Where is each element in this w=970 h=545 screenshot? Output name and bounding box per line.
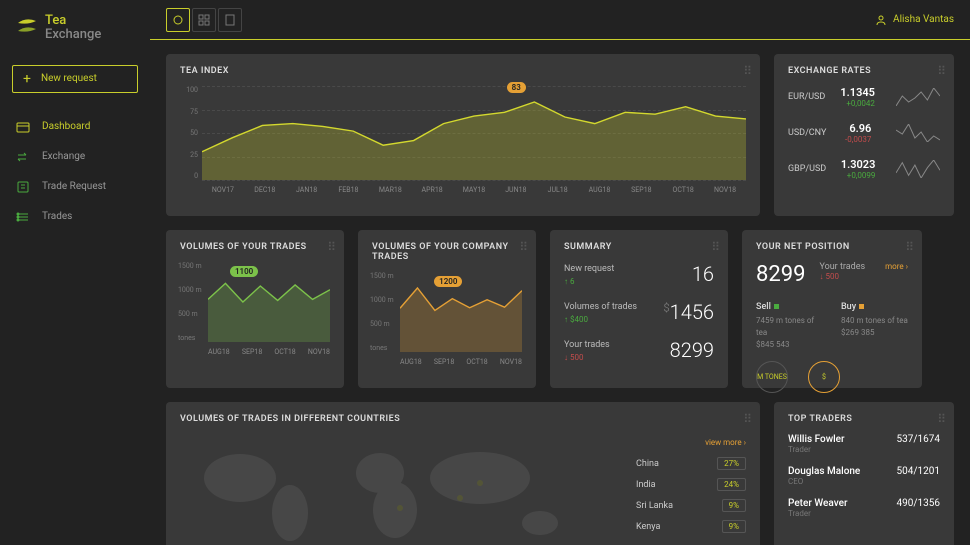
drag-handle-icon[interactable]: ⠿ — [711, 240, 718, 254]
card-title: VOLUMES OF YOUR COMPANY TRADES — [372, 242, 522, 262]
net-position-card: ⠿ YOUR NET POSITION 8299 Your trades ↓ 5… — [742, 230, 922, 388]
new-request-label: New request — [41, 73, 97, 84]
chart-badge: 1100 — [230, 266, 258, 277]
sidebar-item-trades[interactable]: Trades — [12, 203, 138, 231]
nav-label: Trade Request — [42, 181, 106, 192]
trader-row[interactable]: Peter WeaverTrader 490/1356 — [788, 498, 940, 518]
request-icon — [16, 180, 30, 194]
countries-card: ⠿ VOLUMES OF TRADES IN DIFFERENT COUNTRI… — [166, 402, 760, 545]
summary-row: Your trades ↓ 500 8299 — [564, 338, 714, 362]
drag-handle-icon[interactable]: ⠿ — [937, 412, 944, 426]
exchange-icon — [16, 150, 30, 164]
chart-badge: 1200 — [434, 276, 462, 287]
tea-index-card: ⠿ TEA INDEX 1007550250 83 NOV17DEC18JAN1… — [166, 54, 760, 216]
summary-row: Volumes of trades ↑ $400 $1456 — [564, 300, 714, 324]
drag-handle-icon[interactable]: ⠿ — [905, 240, 912, 254]
volumes-your-card: ⠿ VOLUMES OF YOUR TRADES 1500 m1000 m500… — [166, 230, 344, 388]
top-traders-card: ⠿ TOP TRADERS Willis FowlerTrader 537/16… — [774, 402, 954, 545]
country-row[interactable]: India 24% — [636, 478, 746, 491]
view-mode-grid-button[interactable] — [192, 8, 216, 32]
card-title: TEA INDEX — [180, 66, 746, 76]
sell-col: Sell 7459 m tones of tea $845 543 — [756, 301, 823, 351]
card-title: TOP TRADERS — [788, 414, 940, 424]
sidebar-item-dashboard[interactable]: Dashboard — [12, 113, 138, 141]
drag-handle-icon[interactable]: ⠿ — [937, 64, 944, 78]
trader-row[interactable]: Willis FowlerTrader 537/1674 — [788, 434, 940, 454]
country-list: view more › China 27% India 24% Sri Lank… — [636, 438, 746, 541]
buy-circle-button[interactable]: $ — [808, 361, 840, 393]
exchange-row[interactable]: EUR/USD 1.1345 +0,0042 — [788, 86, 940, 108]
more-link[interactable]: more › — [885, 262, 908, 271]
country-row[interactable]: Sri Lanka 9% — [636, 499, 746, 512]
drag-handle-icon[interactable]: ⠿ — [743, 64, 750, 78]
card-title: VOLUMES OF TRADES IN DIFFERENT COUNTRIES — [180, 414, 746, 424]
pair-label: USD/CNY — [788, 128, 826, 138]
view-mode-list-button[interactable] — [218, 8, 242, 32]
sidebar-item-exchange[interactable]: Exchange — [12, 143, 138, 171]
sidebar: Tea Exchange + New request Dashboard Exc… — [0, 0, 150, 545]
content: ⠿ TEA INDEX 1007550250 83 NOV17DEC18JAN1… — [150, 40, 970, 545]
sell-circle-button[interactable]: M TONES — [756, 361, 788, 393]
drag-handle-icon[interactable]: ⠿ — [519, 240, 526, 254]
exchange-rates-card: ⠿ EXCHANGE RATES EUR/USD 1.1345 +0,0042 … — [774, 54, 954, 216]
nav-label: Exchange — [42, 151, 85, 162]
user-icon — [875, 14, 887, 26]
nav: Dashboard Exchange Trade Request Trades — [12, 113, 138, 231]
dashboard-icon — [16, 120, 30, 134]
net-position-value: 8299 — [756, 262, 805, 287]
summary-card: ⠿ SUMMARY New request ↑ 6 16 Volumes of … — [550, 230, 728, 388]
user-menu[interactable]: Alisha Vantas — [875, 14, 954, 26]
topbar: Alisha Vantas — [150, 0, 970, 40]
drag-handle-icon[interactable]: ⠿ — [743, 412, 750, 426]
buy-col: Buy 840 m tones of tea $269 385 — [841, 301, 908, 351]
card-title: YOUR NET POSITION — [756, 242, 908, 252]
volumes-company-card: ⠿ VOLUMES OF YOUR COMPANY TRADES 1500 m1… — [358, 230, 536, 388]
world-map-graphic — [180, 438, 600, 545]
nav-label: Trades — [42, 211, 72, 222]
card-title: VOLUMES OF YOUR TRADES — [180, 242, 330, 252]
view-more-link[interactable]: view more › — [636, 438, 746, 447]
exchange-row[interactable]: GBP/USD 1.3023 +0,0099 — [788, 158, 940, 180]
country-row[interactable]: Kenya 9% — [636, 520, 746, 533]
trader-row[interactable]: Douglas MaloneCEO 504/1201 — [788, 466, 940, 486]
view-mode-chart-button[interactable] — [166, 8, 190, 32]
pair-label: EUR/USD — [788, 92, 825, 102]
pair-label: GBP/USD — [788, 164, 826, 174]
logo-icon — [16, 17, 38, 39]
nav-label: Dashboard — [42, 121, 90, 132]
summary-row: New request ↑ 6 16 — [564, 262, 714, 286]
logo[interactable]: Tea Exchange — [12, 14, 138, 43]
new-request-button[interactable]: + New request — [12, 65, 138, 93]
exchange-row[interactable]: USD/CNY 6.96 -0,0037 — [788, 122, 940, 144]
country-row[interactable]: China 27% — [636, 457, 746, 470]
tea-index-chart: 1007550250 83 — [202, 86, 746, 180]
plus-icon: + — [23, 72, 31, 86]
main: Alisha Vantas ⠿ TEA INDEX 1007550250 — [150, 0, 970, 545]
your-trades-label: Your trades — [819, 262, 871, 272]
volumes-your-chart: 1500 m1000 m500 mtones 1100 — [208, 262, 330, 342]
tea-index-badge: 83 — [507, 82, 526, 93]
trades-icon — [16, 210, 30, 224]
card-title: SUMMARY — [564, 242, 714, 252]
user-name: Alisha Vantas — [893, 14, 954, 25]
card-title: EXCHANGE RATES — [788, 66, 940, 76]
volumes-company-chart: 1500 m1000 m500 mtones 1200 — [400, 272, 522, 352]
drag-handle-icon[interactable]: ⠿ — [327, 240, 334, 254]
sidebar-item-trade-request[interactable]: Trade Request — [12, 173, 138, 201]
logo-text: Tea Exchange — [45, 14, 101, 43]
your-trades-sub: ↓ 500 — [819, 272, 871, 281]
